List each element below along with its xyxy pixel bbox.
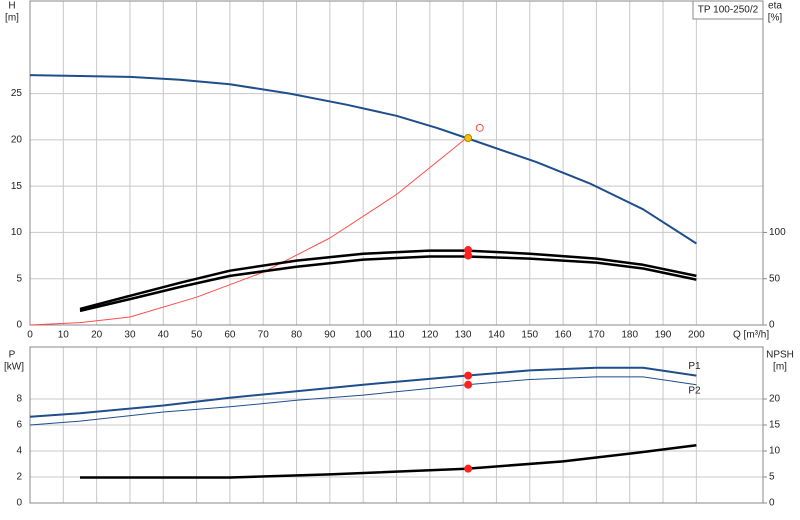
y2-axis-label: eta — [768, 1, 782, 12]
series-line — [29, 366, 697, 418]
y2-tick-label: 50 — [769, 273, 781, 284]
y2-tick-label: 20 — [769, 394, 781, 405]
x-tick-label: 80 — [291, 330, 303, 341]
x-tick-label: 120 — [421, 330, 438, 341]
y-tick-label: 0 — [16, 498, 22, 509]
x-tick-label: 160 — [555, 330, 572, 341]
x-tick-label: 190 — [655, 330, 672, 341]
y-tick-label: 8 — [16, 394, 22, 405]
x-axis-label: Q [m³/h] — [733, 330, 769, 341]
x-tick-label: 20 — [91, 330, 103, 341]
y2-tick-label: 10 — [769, 446, 781, 457]
y-tick-label: 0 — [16, 320, 22, 331]
y2-axis-label: NPSH — [766, 350, 794, 361]
series-label: P2 — [688, 385, 701, 396]
y-tick-label: 6 — [16, 420, 22, 431]
y-tick-label: 2 — [16, 472, 22, 483]
x-tick-label: 50 — [191, 330, 203, 341]
x-tick-label: 110 — [389, 330, 405, 341]
y-tick-label: 20 — [11, 134, 23, 145]
x-tick-label: 100 — [355, 330, 372, 341]
operating-point — [464, 371, 473, 380]
y-tick-label: 15 — [11, 181, 23, 192]
operating-point — [464, 380, 473, 389]
y2-tick-label: 15 — [769, 420, 781, 431]
operating-point — [475, 123, 484, 132]
y2-axis-unit: [%] — [768, 13, 783, 24]
series-label: P1 — [688, 361, 701, 372]
x-tick-label: 150 — [521, 330, 538, 341]
series-line — [29, 74, 697, 245]
chart-title: TP 100-250/2 — [698, 5, 759, 16]
y-tick-label: 5 — [16, 273, 22, 284]
y2-axis-unit: [m] — [773, 362, 787, 373]
y2-tick-label: 100 — [769, 227, 786, 238]
series-line — [29, 376, 697, 426]
x-tick-label: 140 — [488, 330, 505, 341]
x-tick-label: 10 — [58, 330, 70, 341]
y-axis-unit: [m] — [5, 13, 19, 24]
y-axis-unit: [kW] — [4, 362, 24, 373]
y-tick-label: 25 — [11, 88, 23, 99]
x-tick-label: 130 — [455, 330, 472, 341]
y-axis-label: H — [8, 1, 15, 12]
series-line — [79, 255, 697, 313]
plot-frame — [29, 0, 764, 326]
x-tick-label: 170 — [588, 330, 605, 341]
y-tick-label: 4 — [16, 446, 22, 457]
y2-tick-label: 5 — [769, 472, 775, 483]
y-axis-label: P — [9, 350, 16, 361]
operating-point — [464, 251, 473, 260]
series-line — [80, 444, 697, 479]
y-tick-label: 10 — [11, 227, 23, 238]
series-line — [29, 137, 467, 326]
x-tick-label: 60 — [224, 330, 236, 341]
x-tick-label: 30 — [124, 330, 136, 341]
x-tick-label: 200 — [688, 330, 705, 341]
y2-tick-label: 0 — [769, 320, 775, 331]
x-tick-label: 180 — [621, 330, 638, 341]
x-tick-label: 70 — [258, 330, 270, 341]
operating-point — [464, 464, 473, 473]
title-box — [692, 0, 764, 20]
series-line — [79, 249, 697, 311]
operating-point — [464, 134, 473, 143]
x-tick-label: 0 — [27, 330, 33, 341]
x-tick-label: 40 — [158, 330, 170, 341]
x-tick-label: 90 — [324, 330, 336, 341]
y2-tick-label: 0 — [769, 498, 775, 509]
